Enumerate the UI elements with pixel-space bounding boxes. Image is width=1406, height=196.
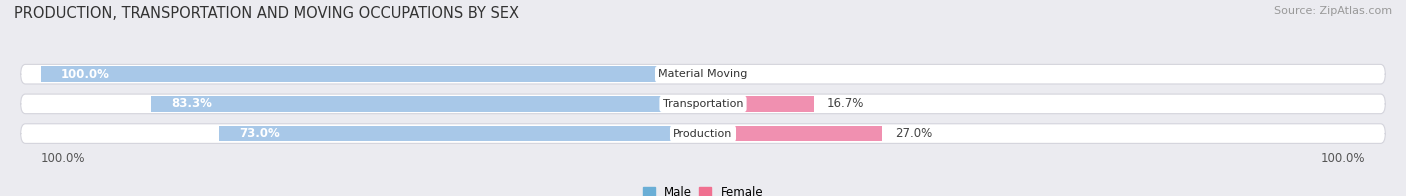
Text: 73.0%: 73.0% xyxy=(239,127,280,140)
Text: Production: Production xyxy=(673,129,733,139)
Legend: Male, Female: Male, Female xyxy=(638,181,768,196)
FancyBboxPatch shape xyxy=(21,64,1385,84)
Text: 100.0%: 100.0% xyxy=(60,68,110,81)
Text: 100.0%: 100.0% xyxy=(1322,152,1365,165)
Bar xyxy=(703,96,814,112)
Text: 27.0%: 27.0% xyxy=(896,127,932,140)
FancyBboxPatch shape xyxy=(21,94,1385,114)
Text: Material Moving: Material Moving xyxy=(658,69,748,79)
FancyBboxPatch shape xyxy=(21,124,1385,143)
Text: 83.3%: 83.3% xyxy=(172,97,212,110)
Text: Source: ZipAtlas.com: Source: ZipAtlas.com xyxy=(1274,6,1392,16)
Bar xyxy=(219,126,703,141)
Bar xyxy=(703,126,882,141)
Text: 16.7%: 16.7% xyxy=(827,97,865,110)
Text: PRODUCTION, TRANSPORTATION AND MOVING OCCUPATIONS BY SEX: PRODUCTION, TRANSPORTATION AND MOVING OC… xyxy=(14,6,519,21)
Text: 100.0%: 100.0% xyxy=(41,152,84,165)
Text: 0.0%: 0.0% xyxy=(716,68,745,81)
Bar xyxy=(152,96,703,112)
Bar xyxy=(41,66,703,82)
Text: Transportation: Transportation xyxy=(662,99,744,109)
